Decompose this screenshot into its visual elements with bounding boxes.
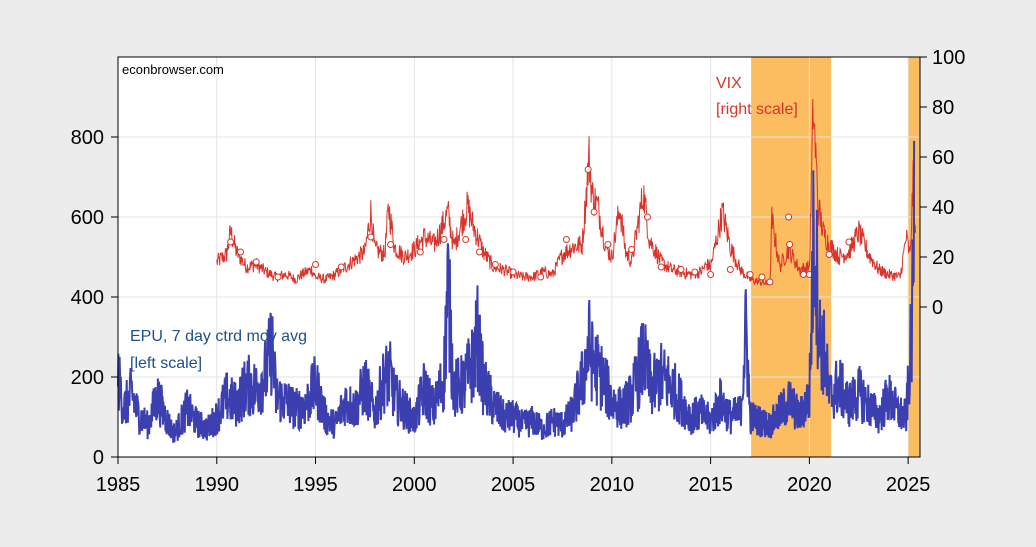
epu-line bbox=[117, 140, 916, 443]
vix-line bbox=[216, 98, 917, 287]
vix-marker-6 bbox=[367, 233, 375, 241]
x-tick-label-1995: 1995 bbox=[293, 474, 338, 496]
vix-marker-18 bbox=[604, 241, 612, 248]
vix-marker-1 bbox=[236, 248, 244, 256]
vix-marker-30 bbox=[786, 241, 794, 248]
vix-marker-19 bbox=[628, 246, 636, 253]
x-tick-label-2000: 2000 bbox=[392, 474, 437, 496]
vix-marker-23 bbox=[691, 268, 699, 276]
epu-series-name: EPU, 7 day ctrd mov avg bbox=[130, 328, 307, 345]
vix-marker-15 bbox=[562, 236, 570, 243]
left-tick-label-800: 800 bbox=[71, 127, 104, 149]
right-tick-label-60: 60 bbox=[932, 147, 954, 169]
right-axis: 0 20 40 60 80 100 bbox=[920, 47, 965, 319]
vix-marker-5 bbox=[337, 263, 345, 271]
vix-marker-31 bbox=[799, 271, 807, 278]
vix-marker-4 bbox=[312, 261, 320, 268]
x-axis: 1985 1990 1995 2000 2005 2010 2015 2020 2025 bbox=[96, 457, 931, 496]
vix-marker-8 bbox=[416, 248, 424, 256]
x-tick-label-2020: 2020 bbox=[787, 474, 832, 496]
vix-marker-0 bbox=[227, 238, 235, 246]
right-tick-label-40: 40 bbox=[932, 197, 954, 219]
vix-marker-3 bbox=[274, 273, 282, 281]
vix-marker-16 bbox=[584, 166, 592, 173]
x-tick-label-2015: 2015 bbox=[688, 474, 733, 496]
right-tick-label-80: 80 bbox=[932, 97, 954, 119]
vix-marker-13 bbox=[509, 268, 517, 276]
vix-series-name: VIX bbox=[716, 75, 742, 92]
x-tick-label-2005: 2005 bbox=[491, 474, 536, 496]
left-tick-label-600: 600 bbox=[71, 207, 104, 229]
vix-marker-20 bbox=[643, 213, 651, 221]
vix-marker-10 bbox=[462, 236, 470, 243]
right-tick-label-0: 0 bbox=[932, 297, 943, 319]
right-tick-label-100: 100 bbox=[932, 47, 965, 69]
x-tick-label-1990: 1990 bbox=[195, 474, 240, 496]
source-note: econbrowser.com bbox=[122, 62, 224, 77]
left-tick-label-200: 200 bbox=[71, 367, 104, 389]
vix-marker-14 bbox=[537, 273, 545, 281]
x-tick-label-1985: 1985 bbox=[96, 474, 141, 496]
vix-marker-25 bbox=[726, 266, 734, 273]
vix-marker-22 bbox=[677, 266, 685, 273]
vix-marker-9 bbox=[440, 236, 448, 243]
vix-marker-17 bbox=[590, 208, 598, 216]
vix-scale-label: [right scale] bbox=[716, 101, 798, 118]
vix-marker-7 bbox=[387, 241, 395, 248]
vix-marker-27 bbox=[758, 273, 766, 281]
vix-marker-34 bbox=[845, 238, 853, 246]
vix-marker-21 bbox=[657, 263, 665, 271]
vix-marker-28 bbox=[766, 278, 774, 286]
epu-scale-label: [left scale] bbox=[130, 355, 202, 372]
vix-marker-2 bbox=[252, 258, 260, 266]
left-axis: 0 200 400 600 800 bbox=[71, 127, 118, 469]
vix-marker-12 bbox=[491, 261, 499, 268]
epu-series bbox=[117, 140, 916, 443]
vix-marker-33 bbox=[825, 251, 833, 258]
x-tick-label-2025: 2025 bbox=[886, 474, 931, 496]
vix-marker-24 bbox=[707, 271, 715, 278]
right-tick-label-20: 20 bbox=[932, 247, 954, 269]
vix-marker-29 bbox=[785, 213, 793, 221]
vix-marker-26 bbox=[746, 271, 754, 278]
vix-marker-11 bbox=[475, 248, 483, 256]
left-tick-label-400: 400 bbox=[71, 287, 104, 309]
x-tick-label-2010: 2010 bbox=[590, 474, 635, 496]
left-tick-label-0: 0 bbox=[93, 447, 104, 469]
